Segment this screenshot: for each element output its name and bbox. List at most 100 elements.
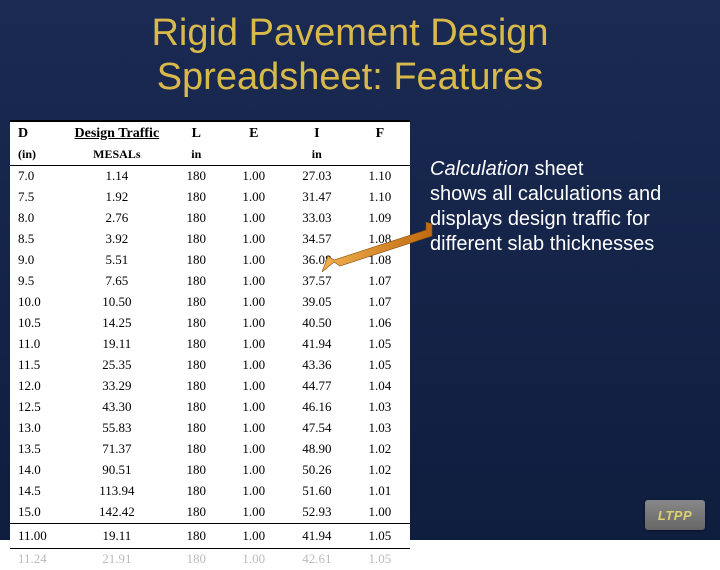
table-subheader-row: (in)MESALsinin	[10, 144, 410, 165]
table-cell: 25.35	[65, 355, 169, 376]
table-cell: 1.00	[224, 397, 284, 418]
table-cell: 1.04	[350, 376, 410, 397]
desc-rest1: sheet	[529, 158, 583, 180]
table-cell: 180	[169, 271, 224, 292]
table-cell: 12.5	[10, 397, 65, 418]
table-cell: 9.5	[10, 271, 65, 292]
table-cell: 19.11	[65, 334, 169, 355]
table-cell: 2.76	[65, 208, 169, 229]
table-cell: 180	[169, 292, 224, 313]
table-header: DDesign TrafficLEIF (in)MESALsinin	[10, 121, 410, 165]
table-cell: 1.09	[350, 208, 410, 229]
table-cell: 180	[169, 165, 224, 187]
table-cell: 180	[169, 313, 224, 334]
table-cell: 46.16	[284, 397, 350, 418]
table-subheader-cell	[350, 144, 410, 165]
table-cell: 1.00	[224, 187, 284, 208]
table-cell: 1.00	[224, 334, 284, 355]
table-header-row: DDesign TrafficLEIF	[10, 121, 410, 144]
table-cell: 5.51	[65, 250, 169, 271]
table-cell: 1.05	[350, 548, 410, 570]
table-cell: 180	[169, 548, 224, 570]
table-cell: 180	[169, 397, 224, 418]
ltpp-logo: LTPP	[645, 500, 705, 530]
table-cell: 9.0	[10, 250, 65, 271]
table-header-cell: L	[169, 121, 224, 144]
table-cell: 10.50	[65, 292, 169, 313]
table-cell: 11.00	[10, 523, 65, 548]
table-cell: 1.03	[350, 418, 410, 439]
table-cell: 13.5	[10, 439, 65, 460]
table-row: 9.57.651801.0037.571.07	[10, 271, 410, 292]
table-cell: 180	[169, 250, 224, 271]
table-cell: 7.5	[10, 187, 65, 208]
table-cell: 43.36	[284, 355, 350, 376]
table-cell: 51.60	[284, 481, 350, 502]
table-cell: 42.61	[284, 548, 350, 570]
table-header-cell: Design Traffic	[65, 121, 169, 144]
table-cell: 11.24	[10, 548, 65, 570]
table-cell: 14.5	[10, 481, 65, 502]
table-row: 11.525.351801.0043.361.05	[10, 355, 410, 376]
table-header-cell: I	[284, 121, 350, 144]
table-cell: 180	[169, 502, 224, 524]
table-cell: 1.08	[350, 229, 410, 250]
table-row: 14.090.511801.0050.261.02	[10, 460, 410, 481]
table-cell: 180	[169, 439, 224, 460]
table-cell: 1.00	[224, 313, 284, 334]
table-row: 14.5113.941801.0051.601.01	[10, 481, 410, 502]
table-cell: 33.03	[284, 208, 350, 229]
table-cell: 1.00	[224, 229, 284, 250]
table-cell: 180	[169, 418, 224, 439]
table-cell: 1.06	[350, 313, 410, 334]
table-row: 13.055.831801.0047.541.03	[10, 418, 410, 439]
table-cell: 15.0	[10, 502, 65, 524]
table-row: 12.543.301801.0046.161.03	[10, 397, 410, 418]
table-cell: 48.90	[284, 439, 350, 460]
table-cell: 14.25	[65, 313, 169, 334]
table-cell: 13.0	[10, 418, 65, 439]
table-cell: 180	[169, 355, 224, 376]
table-cell: 10.5	[10, 313, 65, 334]
table-cell: 71.37	[65, 439, 169, 460]
table-header-cell: E	[224, 121, 284, 144]
table-cell: 1.05	[350, 334, 410, 355]
table-cell: 34.57	[284, 229, 350, 250]
table-body: 7.01.141801.0027.031.107.51.921801.0031.…	[10, 165, 410, 570]
table-summary-row: 11.0019.111801.0041.941.05	[10, 523, 410, 548]
table-cell: 21.91	[65, 548, 169, 570]
desc-rest2: shows all calculations and displays desi…	[430, 183, 661, 255]
table-cell: 1.07	[350, 271, 410, 292]
table-final-row: 11.2421.911801.0042.611.05	[10, 548, 410, 570]
table-row: 9.05.511801.0036.081.08	[10, 250, 410, 271]
table-cell: 1.00	[224, 418, 284, 439]
calculation-table-wrap: DDesign TrafficLEIF (in)MESALsinin 7.01.…	[10, 120, 410, 570]
table-cell: 11.0	[10, 334, 65, 355]
table-header-cell: F	[350, 121, 410, 144]
table-cell: 1.00	[224, 376, 284, 397]
table-cell: 8.0	[10, 208, 65, 229]
table-row: 7.01.141801.0027.031.10	[10, 165, 410, 187]
table-cell: 1.00	[224, 548, 284, 570]
table-cell: 1.02	[350, 460, 410, 481]
table-cell: 43.30	[65, 397, 169, 418]
table-cell: 10.0	[10, 292, 65, 313]
table-cell: 1.10	[350, 165, 410, 187]
table-cell: 27.03	[284, 165, 350, 187]
desc-italic: Calculation	[430, 158, 529, 180]
table-cell: 180	[169, 460, 224, 481]
table-cell: 180	[169, 523, 224, 548]
table-cell: 1.05	[350, 355, 410, 376]
table-cell: 14.0	[10, 460, 65, 481]
table-cell: 31.47	[284, 187, 350, 208]
table-subheader-cell: in	[284, 144, 350, 165]
slide-title: Rigid Pavement Design Spreadsheet: Featu…	[0, 12, 700, 99]
table-cell: 1.00	[224, 460, 284, 481]
table-cell: 1.00	[224, 271, 284, 292]
table-subheader-cell: in	[169, 144, 224, 165]
table-header-cell: D	[10, 121, 65, 144]
table-cell: 52.93	[284, 502, 350, 524]
table-cell: 37.57	[284, 271, 350, 292]
title-line-2: Spreadsheet: Features	[157, 56, 544, 98]
table-cell: 50.26	[284, 460, 350, 481]
